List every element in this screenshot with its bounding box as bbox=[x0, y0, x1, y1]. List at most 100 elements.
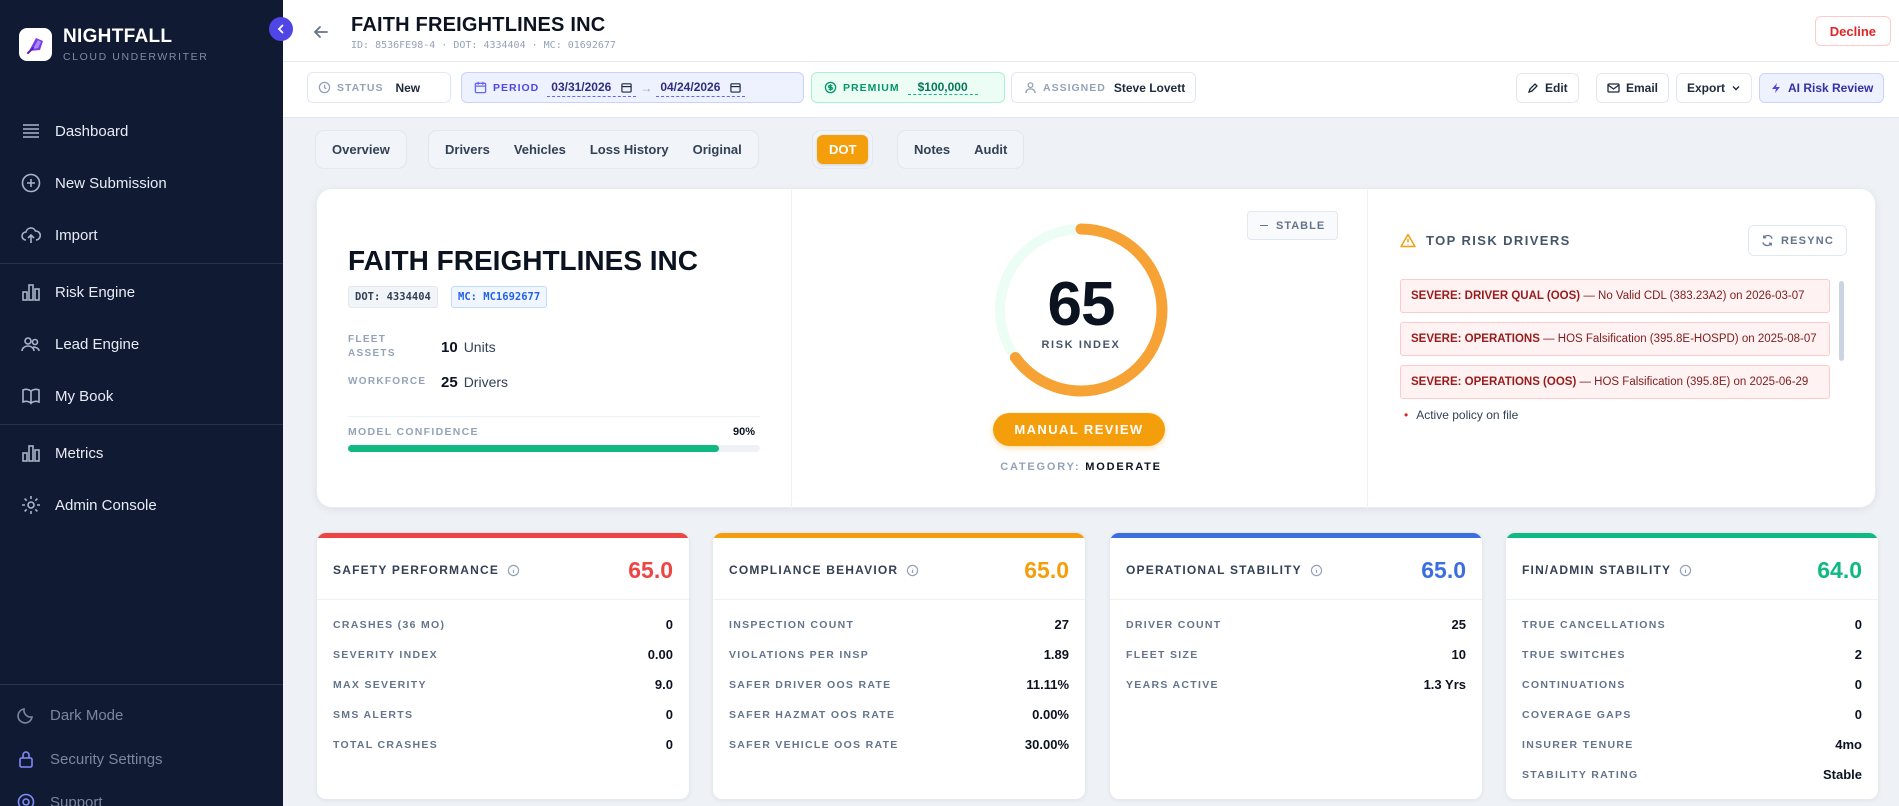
sidebar-item-my-book[interactable]: My Book bbox=[20, 383, 113, 409]
metric-row: CONTINUATIONS 0 bbox=[1522, 677, 1862, 692]
info-icon[interactable] bbox=[507, 564, 520, 577]
metric-label: SAFER DRIVER OOS RATE bbox=[729, 678, 892, 691]
assigned-field[interactable]: ASSIGNED Steve Lovett bbox=[1011, 72, 1196, 103]
metric-value: 9.0 bbox=[654, 677, 673, 692]
tab-overview[interactable]: Overview bbox=[332, 142, 390, 157]
metric-row: TOTAL CRASHES 0 bbox=[333, 737, 673, 752]
metric-value: 0 bbox=[1854, 617, 1862, 632]
workforce-value: 25 Drivers bbox=[441, 374, 508, 391]
model-confidence-value: 90% bbox=[733, 426, 756, 438]
period-start-input[interactable]: 03/31/2026 bbox=[547, 79, 637, 97]
page-title: FAITH FREIGHTLINES INC bbox=[351, 14, 606, 36]
mail-icon bbox=[1607, 83, 1620, 93]
export-dropdown[interactable]: Export bbox=[1676, 73, 1753, 103]
metric-row: SAFER VEHICLE OOS RATE 30.00% bbox=[729, 737, 1069, 752]
risk-detail: — No Valid CDL (383.23A2) on 2026-03-07 bbox=[1583, 290, 1805, 302]
premium-input[interactable]: $100,000 bbox=[907, 80, 978, 95]
period-end-input[interactable]: 04/24/2026 bbox=[656, 79, 746, 97]
metric-label: MAX SEVERITY bbox=[333, 678, 427, 691]
info-icon[interactable] bbox=[1310, 564, 1323, 577]
card-accent-bar bbox=[713, 533, 1085, 538]
tab-loss-history[interactable]: Loss History bbox=[589, 142, 669, 157]
model-confidence-label: MODEL CONFIDENCE bbox=[348, 426, 479, 438]
info-icon[interactable] bbox=[1679, 564, 1692, 577]
top-risk-drivers-title: TOP RISK DRIVERS bbox=[1400, 233, 1571, 248]
moon-icon bbox=[17, 708, 33, 724]
divider bbox=[348, 416, 760, 417]
tab-dot[interactable]: DOT bbox=[817, 135, 869, 164]
card-title-label: SAFETY PERFORMANCE bbox=[333, 563, 500, 577]
risk-severity: SEVERE: OPERATIONS (OOS) bbox=[1411, 376, 1577, 388]
trend-badge: STABLE bbox=[1247, 211, 1339, 240]
sidebar-item-new-submission[interactable]: New Submission bbox=[20, 170, 167, 196]
model-confidence-fill bbox=[348, 445, 719, 452]
sidebar-item-import[interactable]: Import bbox=[20, 222, 98, 248]
metric-row: TRUE CANCELLATIONS 0 bbox=[1522, 617, 1862, 632]
brand[interactable]: NIGHTFALL CLOUD UNDERWRITER bbox=[19, 26, 208, 63]
minus-icon bbox=[1260, 224, 1268, 227]
bar-chart-icon bbox=[22, 445, 40, 462]
tab-notes[interactable]: Notes bbox=[914, 142, 951, 157]
calendar-icon bbox=[474, 81, 487, 94]
sidebar-item-lead-engine[interactable]: Lead Engine bbox=[20, 331, 139, 357]
metric-value: 0 bbox=[1854, 707, 1862, 722]
premium-field: PREMIUM $100,000 bbox=[811, 72, 1005, 103]
tab-drivers[interactable]: Drivers bbox=[445, 142, 490, 157]
card-title: OPERATIONAL STABILITY bbox=[1126, 563, 1323, 577]
back-button[interactable] bbox=[311, 22, 331, 47]
support-link[interactable]: Support bbox=[16, 792, 103, 806]
email-button[interactable]: Email bbox=[1596, 73, 1670, 103]
scrollbar[interactable] bbox=[1839, 281, 1844, 361]
manual-review-button[interactable]: MANUAL REVIEW bbox=[993, 413, 1165, 446]
metric-label: TRUE CANCELLATIONS bbox=[1522, 618, 1666, 631]
premium-label: PREMIUM bbox=[843, 81, 900, 94]
info-icon[interactable] bbox=[906, 564, 919, 577]
metric-label: SAFER VEHICLE OOS RATE bbox=[729, 738, 899, 751]
metric-value: 0 bbox=[665, 737, 673, 752]
card-score: 64.0 bbox=[1817, 557, 1862, 583]
metric-row: DRIVER COUNT 25 bbox=[1126, 617, 1466, 632]
security-settings-link[interactable]: Security Settings bbox=[16, 749, 163, 769]
user-icon bbox=[1025, 82, 1036, 94]
tab-original[interactable]: Original bbox=[692, 142, 742, 157]
resync-button[interactable]: RESYNC bbox=[1748, 225, 1848, 256]
card-title: FIN/ADMIN STABILITY bbox=[1522, 563, 1692, 577]
sidebar-item-risk-engine[interactable]: Risk Engine bbox=[20, 279, 135, 305]
edit-button[interactable]: Edit bbox=[1516, 73, 1579, 103]
risk-drivers-list[interactable]: SEVERE: DRIVER QUAL (OOS) — No Valid CDL… bbox=[1400, 279, 1830, 464]
tab-audit[interactable]: Audit bbox=[974, 142, 1008, 157]
sidebar-item-dashboard[interactable]: Dashboard bbox=[20, 118, 128, 144]
list-item: SEVERE: OPERATIONS (OOS) — HOS Falsifica… bbox=[1400, 365, 1830, 399]
decline-button[interactable]: Decline bbox=[1814, 16, 1891, 46]
sidebar-item-metrics[interactable]: Metrics bbox=[20, 440, 103, 466]
risk-index-label: RISK INDEX bbox=[1041, 339, 1121, 351]
tab-group-data: Drivers Vehicles Loss History Original bbox=[428, 130, 759, 169]
collapse-sidebar-button[interactable] bbox=[269, 17, 293, 41]
metric-row: SAFER DRIVER OOS RATE 11.11% bbox=[729, 677, 1069, 692]
period-end-value: 04/24/2026 bbox=[660, 80, 721, 94]
card-score: 65.0 bbox=[1024, 557, 1069, 583]
chevron-down-icon bbox=[1732, 86, 1740, 91]
card-title: SAFETY PERFORMANCE bbox=[333, 563, 520, 577]
list-icon bbox=[23, 124, 39, 138]
card-title-label: FIN/ADMIN STABILITY bbox=[1522, 563, 1672, 577]
lightning-icon bbox=[1772, 83, 1780, 93]
metric-label: YEARS ACTIVE bbox=[1126, 678, 1219, 691]
pencil-icon bbox=[1527, 83, 1538, 94]
tab-vehicles[interactable]: Vehicles bbox=[513, 142, 566, 157]
card-score: 65.0 bbox=[1421, 557, 1466, 583]
ai-risk-review-button[interactable]: AI Risk Review bbox=[1759, 73, 1885, 103]
metric-label: VIOLATIONS PER INSP bbox=[729, 648, 870, 661]
card-accent-bar bbox=[1110, 533, 1482, 538]
sidebar-item-admin-console[interactable]: Admin Console bbox=[20, 492, 157, 518]
arrow-right-icon: → bbox=[640, 80, 653, 95]
metric-card: COMPLIANCE BEHAVIOR 65.0 INSPECTION COUNT 2… bbox=[712, 532, 1086, 800]
status-field[interactable]: STATUS New bbox=[307, 72, 451, 103]
dark-mode-toggle[interactable]: Dark Mode bbox=[16, 705, 123, 725]
email-label: Email bbox=[1626, 81, 1659, 95]
nav-divider bbox=[0, 684, 283, 685]
dollar-circle-icon bbox=[824, 81, 837, 94]
sidebar-item-label: My Book bbox=[55, 387, 114, 405]
resync-label: RESYNC bbox=[1781, 234, 1835, 247]
card-title: COMPLIANCE BEHAVIOR bbox=[729, 563, 919, 577]
